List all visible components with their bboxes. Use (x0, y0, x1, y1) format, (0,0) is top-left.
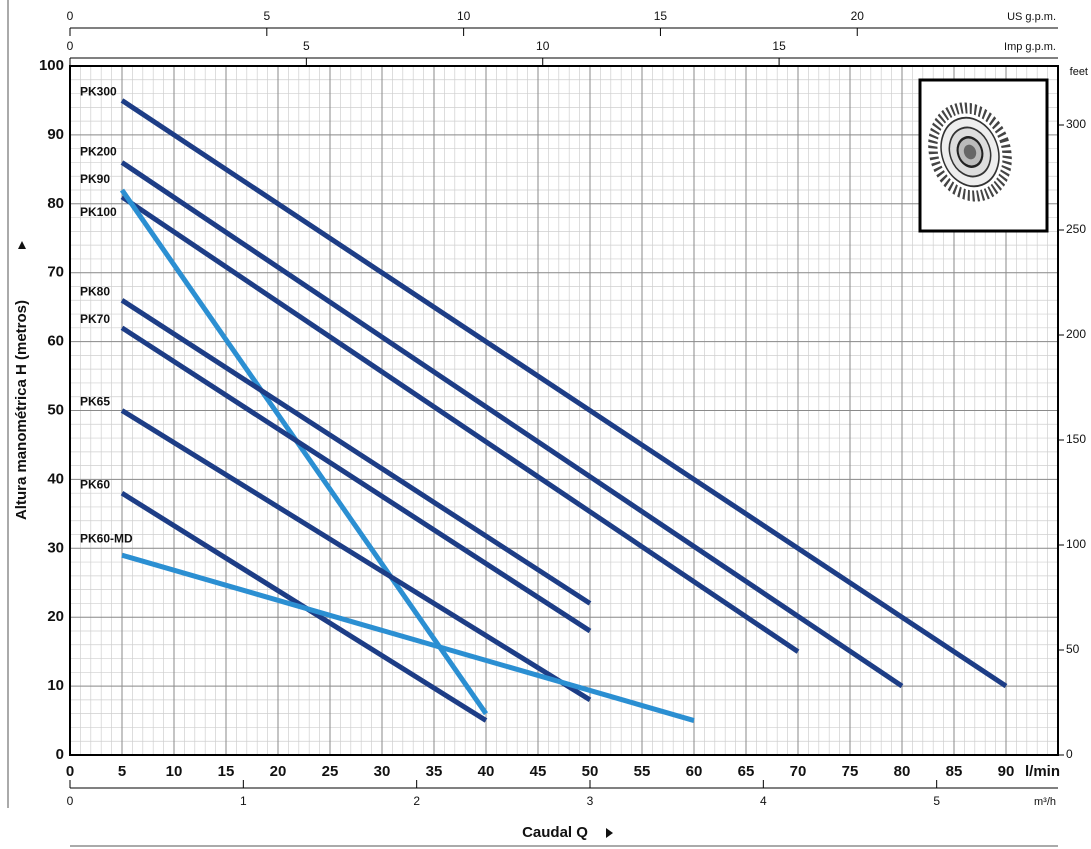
tick-label: 0 (67, 9, 74, 23)
series-label: PK60-MD (80, 531, 133, 545)
grid (69, 65, 1059, 756)
x-tick-label: 70 (790, 763, 807, 780)
x-tick-label: 45 (530, 763, 547, 780)
tick-label: 10 (536, 39, 550, 53)
x-tick-label: 15 (218, 763, 235, 780)
tick-label: 15 (654, 9, 668, 23)
axis-arrow (18, 241, 26, 249)
x-tick-label: 50 (582, 763, 599, 780)
x-tick-label: 30 (374, 763, 391, 780)
axis-unit: Imp g.p.m. (1004, 41, 1056, 53)
axis-unit: US g.p.m. (1007, 11, 1056, 23)
tick-label: 2 (413, 794, 420, 808)
plot-border (69, 65, 1059, 756)
series-label: PK70 (80, 312, 110, 326)
y-tick-label: 90 (47, 126, 64, 143)
series-label: PK90 (80, 172, 110, 186)
y-tick-label: 100 (39, 57, 64, 74)
y-tick-label: 60 (47, 333, 64, 350)
x-tick-label: 35 (426, 763, 443, 780)
x-tick-label: 40 (478, 763, 495, 780)
tick-label: 4 (760, 794, 767, 808)
x-tick-label: 65 (738, 763, 755, 780)
series-line (120, 194, 800, 654)
x-tick-label: 25 (322, 763, 339, 780)
axis-unit: m³/h (1034, 796, 1056, 808)
x-tick-label: 10 (166, 763, 183, 780)
tick-label: 50 (1066, 642, 1080, 656)
axis-arrow (606, 828, 613, 838)
series-line (119, 188, 489, 716)
tick-label: 150 (1066, 432, 1086, 446)
tick-label: 20 (851, 9, 865, 23)
series-line (120, 408, 592, 703)
series-label: PK300 (80, 85, 117, 99)
series-line (120, 160, 904, 689)
plot: PK300 PK200 PK100 PK90 PK80 PK70 PK65 PK60 PK60-… (80, 85, 1008, 723)
x-tick-label: 85 (946, 763, 963, 780)
tick-label: 100 (1066, 537, 1086, 551)
series-label: PK60 (80, 477, 110, 491)
tick-label: 5 (303, 39, 310, 53)
y-tick-label: 40 (47, 470, 64, 487)
tick-label: 15 (772, 39, 786, 53)
impeller-image (918, 78, 1049, 233)
tick-label: 250 (1066, 222, 1086, 236)
y-tick-label: 0 (56, 746, 64, 763)
tick-label: 10 (457, 9, 471, 23)
tick-label: 0 (67, 39, 74, 53)
x-axis-unit: l/min (1025, 763, 1060, 780)
series-line (120, 298, 592, 606)
series-line (120, 98, 1008, 689)
x-tick-label: 80 (894, 763, 911, 780)
series-line (121, 552, 695, 723)
x-tick-label: 5 (118, 763, 126, 780)
x-tick-label: 60 (686, 763, 703, 780)
y-tick-label: 80 (47, 195, 64, 212)
y-tick-label: 30 (47, 539, 64, 556)
tick-label: 5 (263, 9, 270, 23)
series-label: PK100 (80, 205, 117, 219)
y-axis-title: Altura manométrica H (metros) (13, 300, 30, 520)
x-tick-label: 20 (270, 763, 287, 780)
y-tick-label: 20 (47, 608, 64, 625)
x-axis-title: Caudal Q (522, 824, 588, 841)
tick-label: 0 (1066, 747, 1073, 761)
x-tick-label: 55 (634, 763, 651, 780)
tick-label: 200 (1066, 327, 1086, 341)
series-label: PK65 (80, 395, 110, 409)
axis-unit: feet (1070, 66, 1088, 78)
y-tick-label: 70 (47, 264, 64, 281)
tick-label: 5 (933, 794, 940, 808)
y-tick-label: 10 (47, 677, 64, 694)
series-line (120, 325, 592, 634)
series-label: PK200 (80, 145, 117, 159)
x-tick-label: 0 (66, 763, 74, 780)
y-tick-label: 50 (47, 401, 64, 418)
tick-label: 3 (587, 794, 594, 808)
tick-label: 300 (1066, 117, 1086, 131)
x-tick-label: 90 (998, 763, 1015, 780)
series-label: PK80 (80, 284, 110, 298)
tick-label: 1 (240, 794, 247, 808)
tick-label: 0 (67, 794, 74, 808)
x-tick-label: 75 (842, 763, 859, 780)
